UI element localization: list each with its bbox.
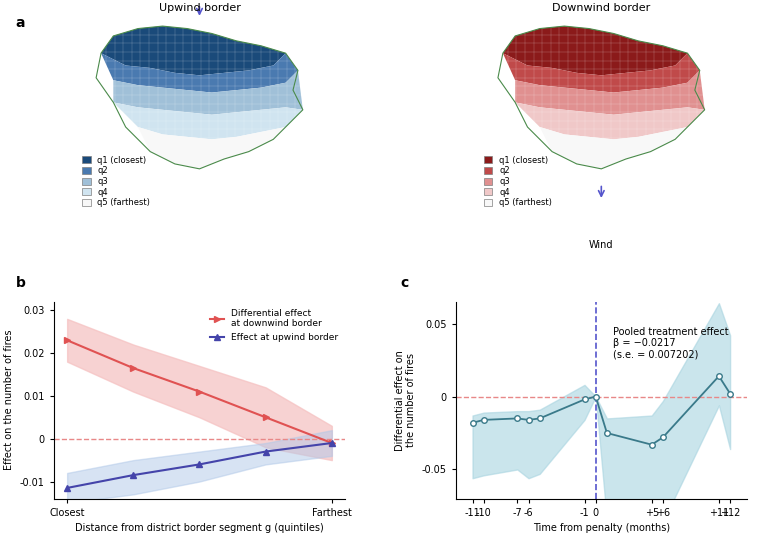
Polygon shape: [503, 53, 700, 93]
Legend: q1 (closest), q2, q3, q4, q5 (farthest): q1 (closest), q2, q3, q4, q5 (farthest): [483, 154, 554, 209]
Y-axis label: Differential effect on
the number of fires: Differential effect on the number of fir…: [394, 350, 416, 450]
Polygon shape: [540, 127, 688, 169]
Polygon shape: [101, 26, 286, 75]
Text: Wind: Wind: [589, 240, 614, 250]
Polygon shape: [515, 70, 705, 115]
X-axis label: Distance from district border segment g (quintiles): Distance from district border segment g …: [75, 523, 324, 533]
Polygon shape: [515, 102, 705, 139]
Y-axis label: Effect on the number of fires: Effect on the number of fires: [5, 330, 15, 470]
Polygon shape: [503, 26, 688, 75]
Title: Downwind border: Downwind border: [552, 3, 651, 12]
Polygon shape: [138, 127, 286, 169]
Legend: q1 (closest), q2, q3, q4, q5 (farthest): q1 (closest), q2, q3, q4, q5 (farthest): [81, 154, 152, 209]
Text: a: a: [15, 16, 25, 30]
Title: Upwind border: Upwind border: [159, 3, 240, 12]
Polygon shape: [113, 70, 303, 115]
Text: c: c: [400, 276, 409, 291]
Polygon shape: [101, 53, 298, 93]
Text: b: b: [15, 276, 25, 291]
Polygon shape: [113, 102, 303, 139]
X-axis label: Time from penalty (months): Time from penalty (months): [533, 523, 670, 533]
Legend: Differential effect
at downwind border, Effect at upwind border: Differential effect at downwind border, …: [207, 306, 340, 345]
Text: Pooled treatment effect
β = −0.0217
(s.e. = 0.007202): Pooled treatment effect β = −0.0217 (s.e…: [612, 326, 728, 360]
